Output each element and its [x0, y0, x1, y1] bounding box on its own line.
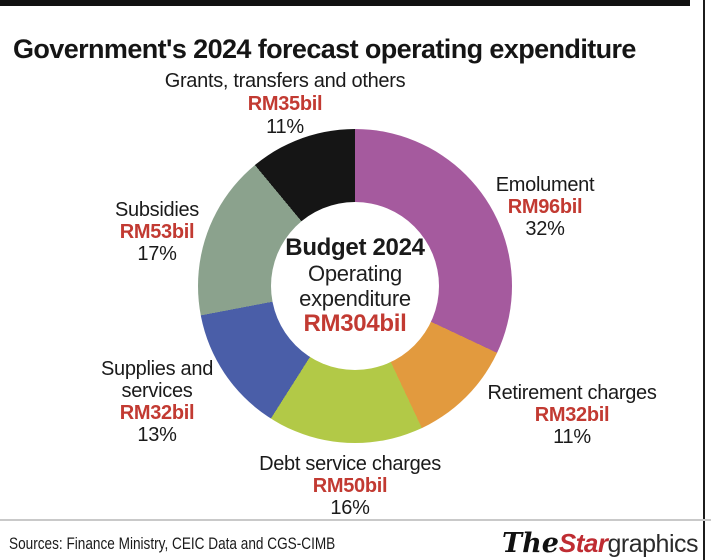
segment-label: Supplies and services — [100, 358, 214, 402]
segment-label: Emolument — [495, 174, 595, 196]
segment-value: RM50bil — [312, 475, 388, 497]
logo-graphics: graphics — [607, 530, 699, 558]
callout-debt-service-charges: Debt service charges RM50bil 16% — [220, 453, 480, 519]
segment-label: Subsidies — [114, 199, 200, 221]
segment-percent: 11% — [266, 116, 304, 138]
page-title: Government's 2024 forecast operating exp… — [13, 34, 636, 65]
top-border-bar — [0, 0, 690, 6]
center-total-value: RM304bil — [303, 310, 407, 337]
callout-emolument: Emolument RM96bil 32% — [445, 174, 645, 240]
center-subtitle-line2: expenditure — [299, 286, 411, 311]
segment-value: RM32bil — [534, 404, 610, 426]
donut-chart: Budget 2024 Operating expenditure RM304b… — [198, 129, 512, 443]
segment-value: RM53bil — [119, 221, 195, 243]
segment-value: RM96bil — [507, 196, 583, 218]
segment-value: RM32bil — [119, 402, 195, 424]
segment-label: Debt service charges — [259, 453, 441, 475]
segment-percent: 11% — [553, 426, 591, 448]
right-border-line — [703, 0, 705, 560]
logo-star: Star — [558, 528, 608, 558]
callout-grants-transfers-others: Grants, transfers and others RM35bil 11% — [135, 70, 435, 139]
segment-percent: 16% — [330, 497, 370, 519]
segment-percent: 32% — [525, 218, 565, 240]
callout-retirement-charges: Retirement charges RM32bil 11% — [457, 382, 687, 448]
logo-the: The — [502, 528, 559, 559]
segment-label: Grants, transfers and others — [164, 70, 406, 92]
donut-center: Budget 2024 Operating expenditure RM304b… — [271, 202, 439, 370]
sources-text: Sources: Finance Ministry, CEIC Data and… — [9, 534, 336, 553]
callout-subsidies: Subsidies RM53bil 17% — [82, 199, 232, 265]
segment-percent: 17% — [137, 243, 177, 265]
callout-supplies-and-services: Supplies and services RM32bil 13% — [82, 358, 232, 446]
center-title: Budget 2024 — [285, 234, 425, 261]
center-subtitle-line1: Operating — [308, 261, 402, 286]
footer-separator-line — [0, 519, 711, 521]
segment-value: RM35bil — [247, 93, 323, 115]
segment-label: Retirement charges — [487, 382, 657, 404]
the-star-graphics-logo: The Star graphics — [502, 528, 698, 559]
segment-percent: 13% — [137, 424, 177, 446]
